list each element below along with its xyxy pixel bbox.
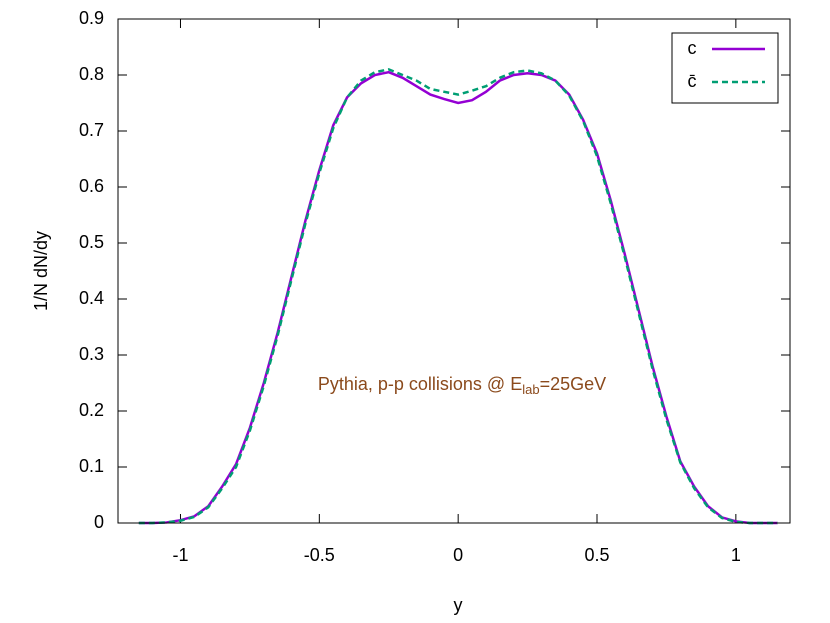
x-tick-label: 0 [453,545,463,565]
x-tick-label: -0.5 [304,545,335,565]
x-tick-label: 1 [731,545,741,565]
y-tick-label: 0.4 [79,288,104,308]
legend-label: c̄ [688,71,697,91]
y-tick-label: 0 [94,512,104,532]
legend-label: c [688,38,697,58]
annotation-part: Pythia, p-p collisions @ E [318,374,522,394]
y-tick-label: 0.5 [79,232,104,252]
y-tick-label: 0.6 [79,176,104,196]
x-tick-label: 0.5 [584,545,609,565]
annotation-part: lab [522,382,539,397]
y-tick-label: 0.8 [79,64,104,84]
y-tick-label: 0.1 [79,456,104,476]
annotation-part: =25GeV [540,374,607,394]
y-tick-label: 0.9 [79,8,104,28]
y-tick-label: 0.3 [79,344,104,364]
y-axis-label: 1/N dN/dy [31,231,51,311]
annotation: Pythia, p-p collisions @ Elab=25GeV [318,374,606,398]
legend-box [671,32,779,104]
plot-frame [117,18,791,524]
x-axis-label: y [454,595,463,615]
y-tick-label: 0.2 [79,400,104,420]
data-line [138,68,778,525]
data-line [138,70,778,525]
y-tick-label: 0.7 [79,120,104,140]
x-tick-label: -1 [172,545,188,565]
